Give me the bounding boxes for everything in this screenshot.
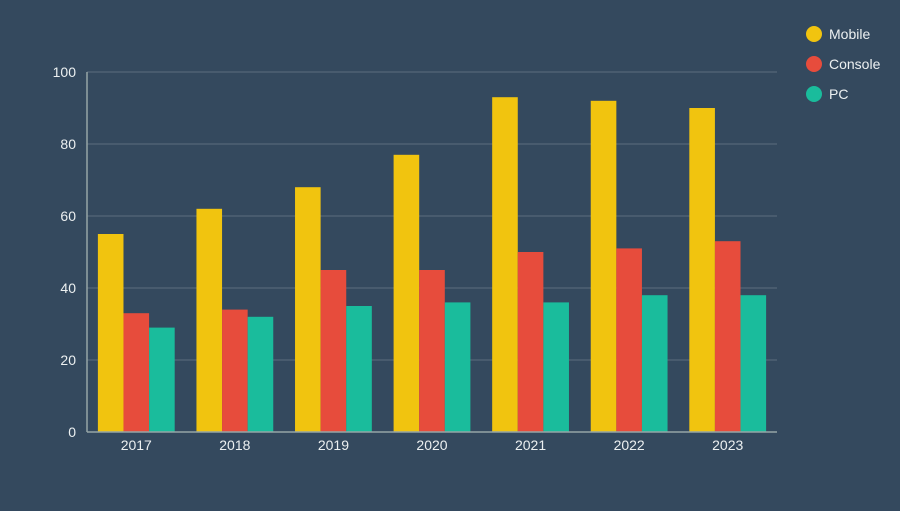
console-swatch-icon [806, 56, 822, 72]
bar-console-2020[interactable] [419, 270, 445, 432]
x-tick-label: 2019 [318, 437, 349, 453]
y-tick-label: 20 [60, 352, 76, 368]
y-tick-label: 0 [68, 424, 76, 440]
legend-label-mobile: Mobile [829, 26, 871, 42]
bar-pc-2023[interactable] [740, 295, 767, 432]
y-tick-label: 80 [60, 136, 76, 152]
bar-console-2021[interactable] [517, 252, 544, 432]
bar-mobile-2018[interactable] [196, 208, 223, 432]
x-tick-label: 2020 [416, 437, 447, 453]
x-tick-label: 2021 [515, 437, 546, 453]
x-tick-label: 2022 [614, 437, 645, 453]
axes [86, 72, 777, 433]
bar-pc-2017[interactable] [149, 327, 175, 432]
x-tick-label: 2018 [219, 437, 250, 453]
bar-pc-2018[interactable] [247, 316, 274, 432]
bar-mobile-2017[interactable] [97, 234, 124, 432]
bar-mobile-2021[interactable] [492, 97, 518, 432]
bar-mobile-2023[interactable] [689, 108, 715, 432]
legend: Mobile Console PC [806, 25, 880, 115]
legend-label-console: Console [829, 56, 881, 72]
bars [97, 97, 767, 433]
bar-mobile-2022[interactable] [590, 100, 617, 433]
legend-item-pc[interactable]: PC [806, 85, 880, 103]
legend-item-mobile[interactable]: Mobile [806, 25, 880, 43]
bar-pc-2022[interactable] [641, 295, 668, 432]
legend-label-pc: PC [829, 86, 849, 102]
bar-mobile-2019[interactable] [295, 187, 321, 432]
bar-console-2019[interactable] [320, 270, 347, 432]
y-tick-label: 60 [60, 208, 76, 224]
x-axis-ticks: 2017 2018 2019 2020 2021 2022 2023 [121, 437, 744, 453]
bar-pc-2020[interactable] [444, 302, 471, 432]
x-tick-label: 2023 [712, 437, 743, 453]
bar-pc-2019[interactable] [346, 306, 372, 432]
mobile-swatch-icon [806, 26, 822, 42]
pc-swatch-icon [806, 86, 822, 102]
y-tick-label: 40 [60, 280, 76, 296]
legend-item-console[interactable]: Console [806, 55, 880, 73]
bar-console-2022[interactable] [616, 248, 642, 432]
bar-console-2017[interactable] [123, 313, 150, 432]
bar-console-2018[interactable] [222, 309, 248, 432]
bar-mobile-2020[interactable] [393, 154, 420, 433]
bar-console-2023[interactable] [714, 241, 741, 432]
x-tick-label: 2017 [121, 437, 152, 453]
bar-pc-2021[interactable] [543, 302, 569, 432]
y-tick-label: 100 [53, 64, 77, 80]
y-axis-ticks: 0 20 40 60 80 100 [53, 64, 77, 440]
